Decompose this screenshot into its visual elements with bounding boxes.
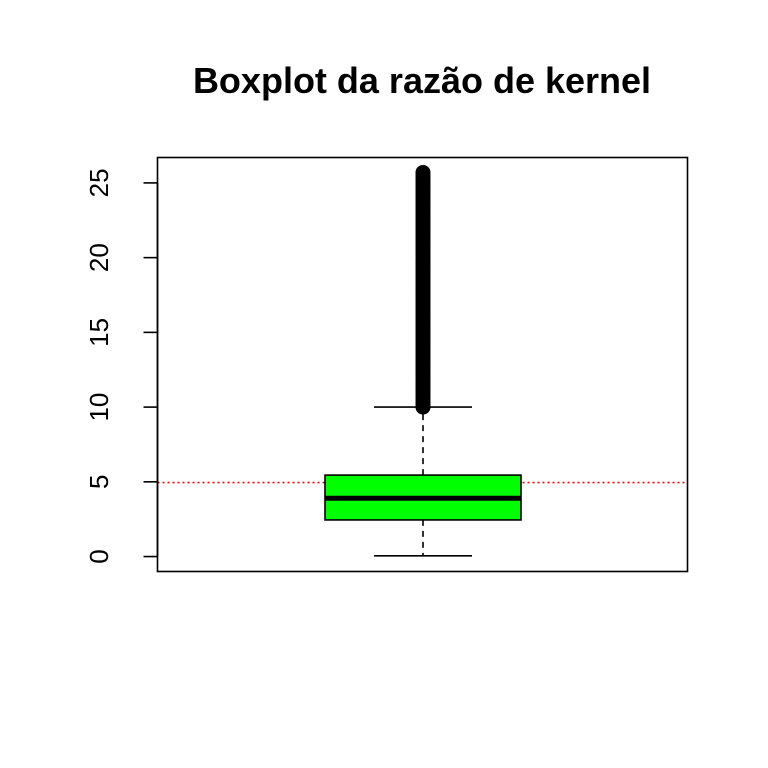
y-tick-label: 0 xyxy=(84,549,114,563)
outliers xyxy=(415,164,431,415)
y-tick-label: 10 xyxy=(84,393,114,422)
y-tick-label: 5 xyxy=(84,475,114,489)
plot-layer xyxy=(157,164,688,557)
y-tick-label: 25 xyxy=(84,168,114,197)
chart-title: Boxplot da razão de kernel xyxy=(193,60,651,101)
outlier-point xyxy=(415,164,431,180)
y-tick-label: 20 xyxy=(84,243,114,272)
y-axis: 0 5 10 15 20 25 xyxy=(84,168,159,564)
y-tick-label: 15 xyxy=(84,318,114,347)
